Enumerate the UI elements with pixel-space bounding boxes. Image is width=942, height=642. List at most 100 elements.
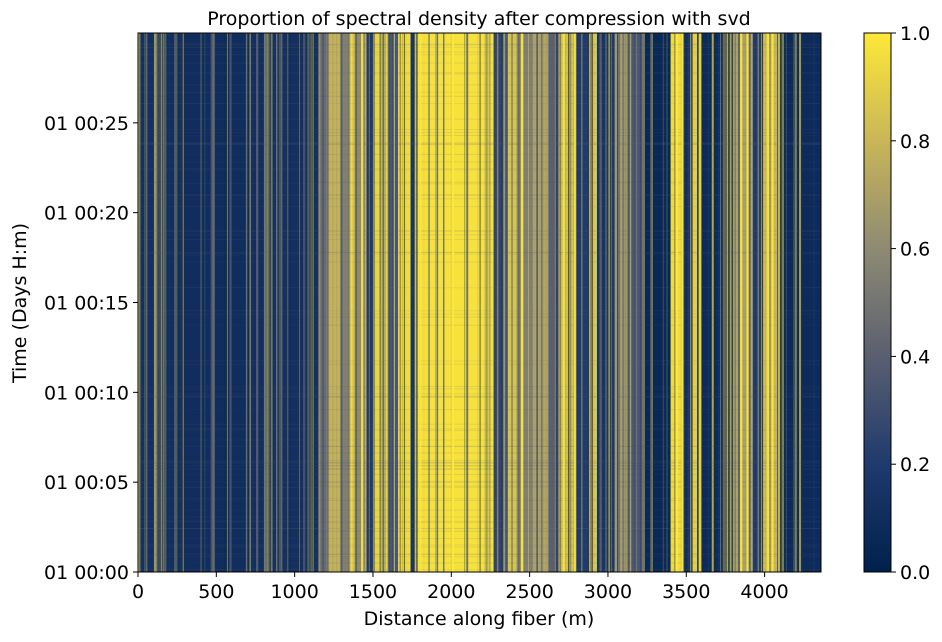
y-tick-label: 01 00:20 — [44, 203, 129, 225]
texture-row — [138, 261, 821, 263]
heatmap-line — [675, 33, 679, 572]
y-tick-label: 01 00:00 — [44, 562, 129, 584]
texture-streak — [368, 33, 370, 572]
y-axis: 01 00:00 01 00:05 01 00:10 01 00:15 01 00:20… — [44, 113, 138, 584]
texture-streak — [402, 33, 403, 572]
texture-row — [138, 194, 821, 196]
texture-streak — [382, 33, 385, 572]
texture-streak — [544, 33, 546, 572]
texture-row — [138, 553, 821, 555]
texture-row — [138, 445, 821, 447]
texture-streak — [605, 33, 607, 572]
texture-streak — [489, 33, 491, 572]
texture-streak — [307, 33, 309, 572]
texture-row — [138, 480, 821, 482]
texture-row — [138, 461, 821, 463]
texture-streak — [443, 33, 445, 572]
texture-row — [138, 84, 821, 86]
x-tick-label: 2500 — [505, 581, 553, 603]
texture-streak — [278, 33, 280, 572]
texture-streak — [387, 33, 390, 572]
texture-streak — [399, 33, 401, 572]
texture-streak — [309, 33, 311, 572]
texture-streak — [168, 33, 171, 572]
texture-row — [138, 509, 821, 511]
texture-streak — [354, 33, 356, 572]
texture-row — [138, 569, 821, 571]
texture-row — [138, 499, 821, 501]
texture-streak — [225, 33, 227, 572]
texture-streak — [569, 33, 572, 572]
texture-streak — [749, 33, 752, 572]
texture-streak — [170, 33, 173, 572]
texture-streak — [434, 33, 437, 572]
texture-streak — [728, 33, 730, 572]
texture-row — [138, 546, 821, 548]
colorbar-tick-label: 1.0 — [900, 23, 930, 45]
texture-streak — [379, 33, 381, 572]
texture-streak — [712, 33, 714, 572]
texture-row — [138, 485, 821, 487]
texture-streak — [264, 33, 266, 572]
texture-row — [138, 528, 821, 530]
heatmap-line — [698, 33, 701, 572]
texture-streak — [725, 33, 726, 572]
texture-row — [138, 439, 821, 441]
texture-row — [138, 428, 821, 430]
texture-row — [138, 181, 821, 183]
texture-streak — [354, 33, 356, 572]
texture-streak — [311, 33, 313, 572]
y-tick-label: 01 00:25 — [44, 113, 129, 135]
texture-streak — [370, 33, 372, 572]
texture-streak — [203, 33, 206, 572]
y-tick-label: 01 00:10 — [44, 382, 129, 404]
texture-streak — [692, 33, 694, 572]
texture-streak — [607, 33, 609, 572]
texture-streak — [350, 33, 353, 572]
heatmap-line — [740, 33, 743, 572]
texture-streak — [223, 33, 226, 572]
x-tick-label: 500 — [198, 581, 234, 603]
heatmap-band — [318, 33, 328, 572]
texture-streak — [426, 33, 428, 572]
texture-row — [138, 143, 821, 145]
texture-row — [138, 527, 821, 529]
texture-row — [138, 393, 821, 395]
texture-row — [138, 153, 821, 155]
texture-streak — [173, 33, 176, 572]
texture-streak — [450, 33, 453, 572]
texture-streak — [384, 33, 386, 572]
heatmap-band — [388, 33, 399, 572]
texture-streak — [683, 33, 686, 572]
texture-streak — [558, 33, 561, 572]
texture-streak — [662, 33, 664, 572]
texture-streak — [254, 33, 256, 572]
texture-streak — [392, 33, 394, 572]
texture-streak — [620, 33, 622, 572]
texture-streak — [267, 33, 270, 572]
texture-row — [138, 429, 821, 431]
texture-streak — [536, 33, 538, 572]
texture-streak — [707, 33, 709, 572]
texture-row — [138, 198, 821, 200]
texture-streak — [249, 33, 252, 572]
texture-streak — [175, 33, 178, 572]
texture-streak — [503, 33, 505, 572]
texture-row — [138, 530, 821, 532]
heatmap-line — [138, 33, 140, 572]
texture-streak — [724, 33, 725, 572]
texture-streak — [593, 33, 596, 572]
texture-streak — [145, 33, 148, 572]
heatmap-line — [771, 33, 774, 572]
texture-streak — [479, 33, 481, 572]
texture-streak — [280, 33, 283, 572]
texture-row — [138, 129, 821, 131]
texture-streak — [554, 33, 556, 572]
texture-streak — [318, 33, 321, 572]
texture-streak — [496, 33, 499, 572]
heatmap-line — [303, 33, 306, 572]
texture-streak — [414, 33, 417, 572]
texture-row — [138, 230, 821, 232]
texture-streak — [792, 33, 795, 572]
